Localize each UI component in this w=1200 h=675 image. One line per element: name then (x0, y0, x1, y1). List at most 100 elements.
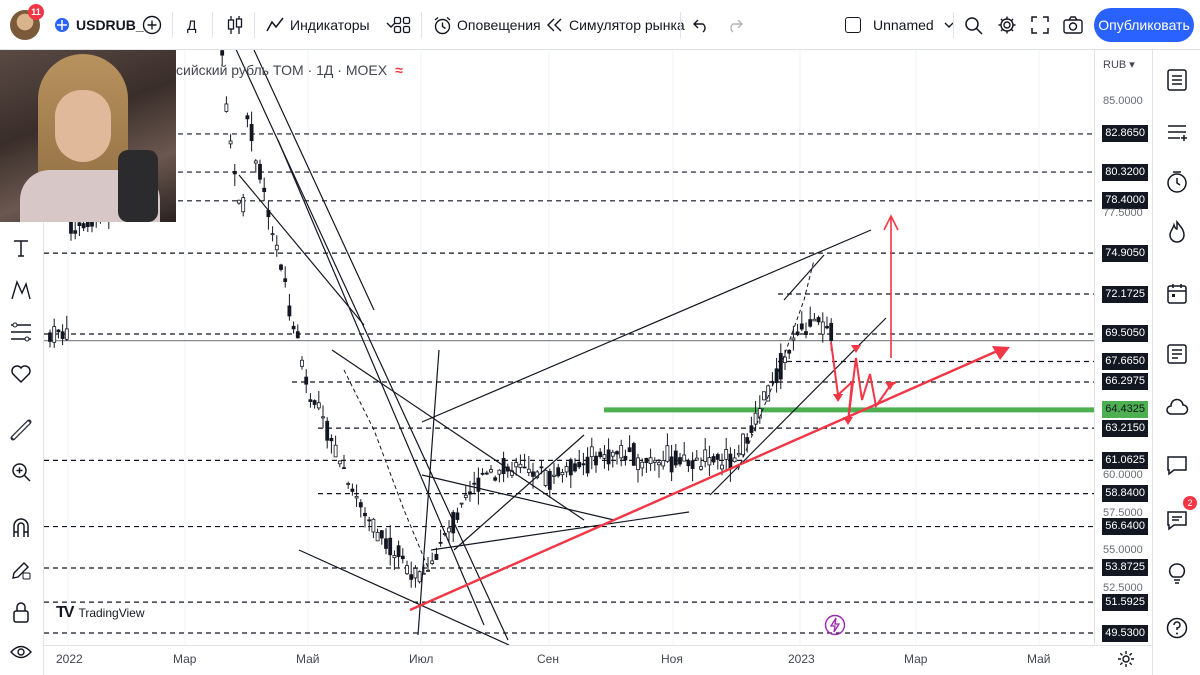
candle-body (799, 323, 804, 330)
settings-button[interactable] (997, 0, 1017, 50)
candle-body (694, 457, 699, 461)
chat-bubble-icon[interactable] (1165, 508, 1189, 532)
candle-body (232, 170, 237, 175)
candle-body (245, 115, 250, 120)
layout-menu[interactable]: Unnamed (845, 0, 954, 50)
clock-icon[interactable] (1165, 170, 1189, 194)
candle-body (388, 537, 393, 556)
candle-body (346, 483, 351, 485)
time-tick-label: Июл (409, 652, 434, 666)
search-button[interactable] (964, 0, 983, 50)
chat-icon[interactable] (1165, 453, 1189, 477)
search-icon (965, 16, 983, 35)
watchlist-icon[interactable] (1165, 68, 1189, 92)
time-tick-label: Мар (173, 652, 197, 666)
zoom-tool[interactable] (8, 459, 34, 485)
candle-body (640, 461, 645, 469)
lock-tool[interactable] (8, 599, 34, 625)
help-icon[interactable] (1165, 616, 1189, 640)
candle-body (379, 530, 384, 539)
data-status-icon: ≈ (395, 62, 403, 78)
grid-icon (393, 16, 411, 34)
candle-body (522, 466, 527, 469)
ideas-cloud-icon[interactable] (1165, 396, 1189, 420)
text-tool[interactable] (8, 235, 34, 261)
replay-button[interactable]: Симулятор рынка (546, 0, 685, 50)
candle-body (657, 462, 661, 466)
candle-body (766, 385, 771, 402)
publish-button[interactable]: Опубликовать (1094, 8, 1194, 42)
chart-pane[interactable] (44, 50, 1094, 645)
currency-selector[interactable]: RUB ▾ (1103, 59, 1135, 71)
heart-icon (11, 365, 31, 384)
compare-button[interactable] (142, 0, 162, 50)
rewind-icon (547, 18, 562, 32)
candle-body (367, 519, 372, 522)
candle-body (585, 456, 590, 474)
price-chart[interactable] (44, 50, 1094, 645)
candle-body (514, 462, 519, 468)
candle-body (749, 425, 754, 433)
candle-body (808, 319, 813, 327)
symbol-search[interactable]: USDRUB_ (54, 0, 144, 50)
candle-body (543, 469, 548, 486)
fib-tool[interactable] (8, 319, 34, 345)
candle-body (627, 447, 632, 453)
candle-body (417, 571, 422, 583)
time-scale[interactable]: 2022 Мар Май Июл Сен Ноя 2023 Мар Май (44, 645, 1152, 675)
lightbulb-icon[interactable] (1165, 562, 1189, 586)
candle-body (224, 103, 229, 112)
candle-body (489, 469, 493, 473)
templates-button[interactable] (393, 0, 411, 50)
visibility-tool[interactable] (8, 639, 34, 665)
indicators-button[interactable]: Индикаторы (266, 0, 396, 50)
pattern-tool[interactable] (8, 277, 34, 303)
trend-line (331, 349, 585, 521)
candle-body (816, 317, 821, 323)
magnet-tool[interactable] (8, 515, 34, 541)
flash-icon[interactable] (824, 614, 846, 636)
chart-type-button[interactable] (226, 0, 244, 50)
candle-body (413, 568, 418, 579)
candle-body (308, 399, 313, 402)
redo-button[interactable] (726, 0, 744, 50)
candle-body (459, 502, 464, 505)
price-level-tag: 74.9050 (1102, 244, 1148, 262)
ruler-icon (10, 419, 32, 441)
projection-path (830, 341, 897, 423)
candle-body (392, 555, 397, 559)
calendar-icon[interactable] (1165, 282, 1189, 306)
ruler-tool[interactable] (8, 417, 34, 443)
candle-body (644, 457, 649, 464)
scale-settings-icon[interactable] (1116, 649, 1136, 669)
candles-icon (227, 16, 243, 34)
fullscreen-button[interactable] (1031, 0, 1049, 50)
candle-body (560, 472, 565, 476)
alerts-list-icon[interactable] (1165, 120, 1189, 144)
candle-body (333, 444, 338, 458)
interval-button[interactable]: Д (187, 0, 196, 50)
price-scale[interactable]: RUB ▾ 82.8650 80.3200 78.4000 74.9050 72.172… (1094, 50, 1152, 645)
candle-body (707, 457, 712, 466)
top-toolbar: 11 USDRUB_ Д Индикаторы (0, 0, 1200, 50)
candle-body (468, 491, 472, 495)
snapshot-button[interactable] (1063, 0, 1083, 50)
undo-button[interactable] (692, 0, 710, 50)
news-icon[interactable] (1165, 342, 1189, 366)
candle-body (77, 222, 82, 226)
candle-body (237, 199, 241, 204)
alerts-button[interactable]: Оповещения (433, 0, 541, 50)
candle-body (720, 464, 724, 470)
hotlist-icon[interactable] (1165, 220, 1189, 244)
lock-drawings-tool[interactable] (8, 557, 34, 583)
candle-body (405, 565, 409, 575)
favorites-tool[interactable] (8, 361, 34, 387)
candle-body (552, 474, 556, 477)
tradingview-logo: TV TradingView (56, 604, 145, 622)
candle-body (363, 512, 367, 517)
price-level-tag: 80.3200 (1102, 163, 1148, 181)
webcam-overlay (0, 50, 176, 222)
candle-body (325, 420, 330, 441)
candle-body (539, 466, 544, 469)
candle-body (493, 477, 498, 481)
